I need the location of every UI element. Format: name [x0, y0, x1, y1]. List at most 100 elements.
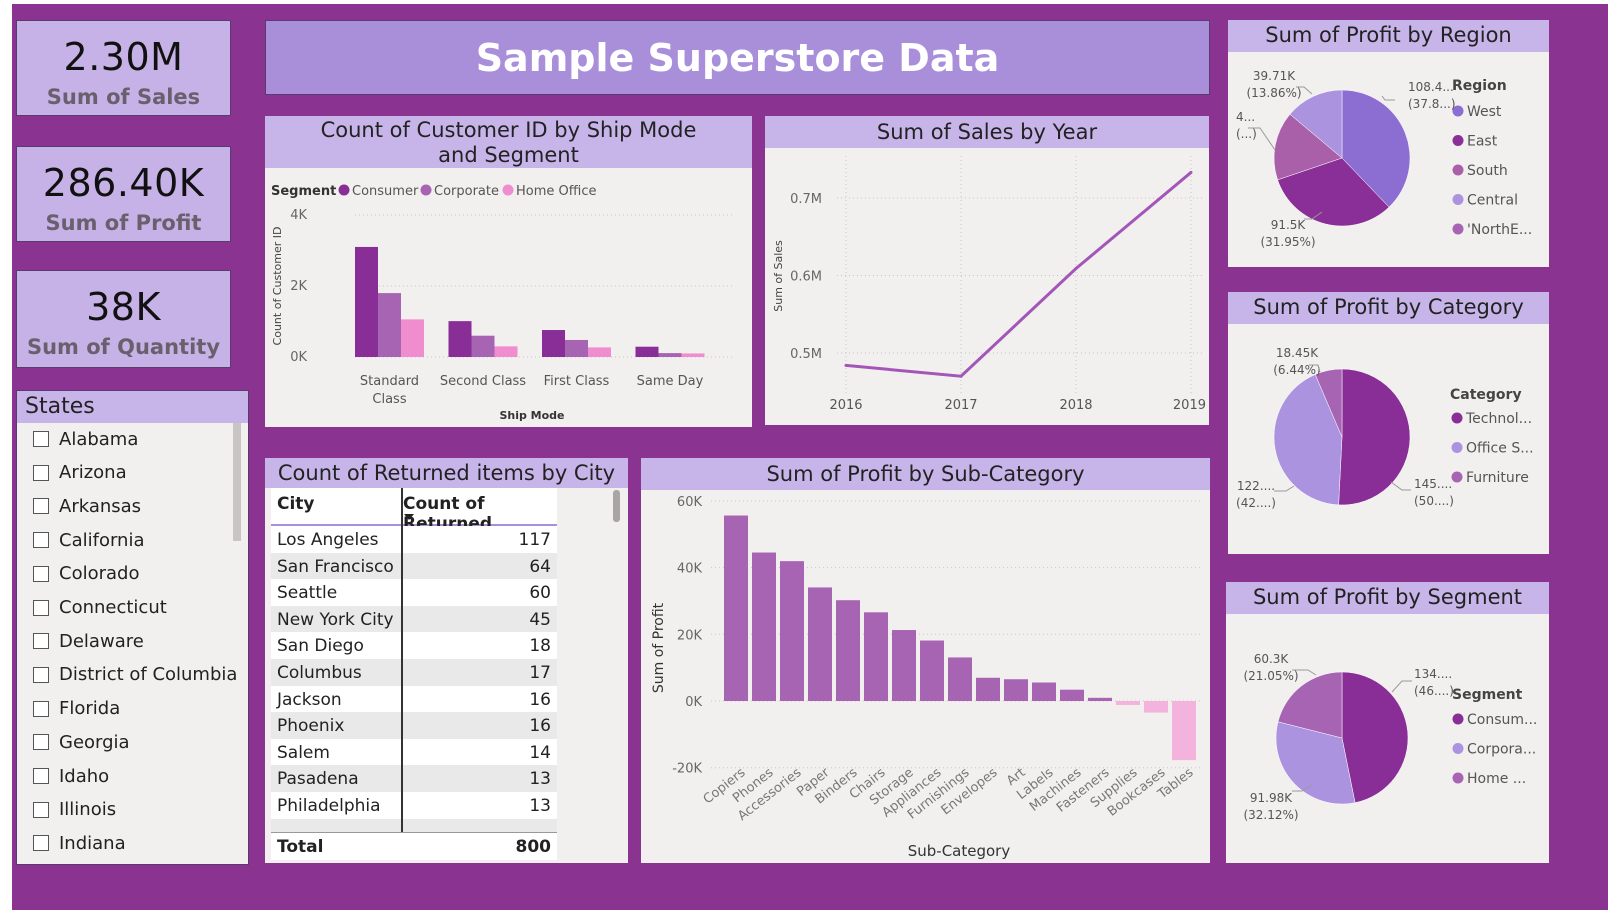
checkbox[interactable] — [33, 633, 49, 650]
slicer-item-label: Arkansas — [59, 495, 142, 517]
bar — [448, 321, 472, 357]
bar — [471, 335, 495, 357]
cell-count: 18 — [529, 636, 551, 657]
checkbox[interactable] — [33, 599, 49, 616]
bar — [401, 319, 424, 357]
legend-marker — [1451, 412, 1463, 424]
checkbox[interactable] — [33, 835, 49, 852]
cell-count: 64 — [529, 556, 551, 577]
data-label-percent: (6.44%) — [1273, 363, 1320, 377]
y-tick-label: -20K — [672, 762, 702, 777]
table-row[interactable]: San Francisco 64 — [271, 552, 557, 580]
kpi-card-sales[interactable]: 2.30M Sum of Sales — [16, 20, 231, 116]
y-tick-label: 0K — [290, 350, 307, 365]
pie-slice — [1273, 113, 1343, 181]
x-tick-label: First Class — [544, 374, 610, 389]
data-label: 60.3K — [1254, 652, 1290, 666]
cell-count: 60 — [529, 583, 551, 604]
bar — [808, 587, 832, 701]
slicer-item[interactable]: Georgia — [33, 725, 130, 759]
legend-marker — [1452, 194, 1464, 205]
slicer-item[interactable]: Delaware — [33, 624, 144, 658]
table-row[interactable]: San Diego 18 — [271, 632, 557, 660]
dashboard-title-banner: Sample Superstore Data — [265, 20, 1210, 95]
slicer-item[interactable]: Arizona — [33, 456, 127, 490]
shipmode-bar-chart: Segment Consumer Corporate Home Office 0K 2K 4… — [271, 184, 735, 422]
legend-label: Technol... — [1465, 411, 1532, 427]
y-axis-title: Sum of Sales — [772, 240, 785, 312]
sales-line — [845, 171, 1192, 378]
data-label-percent: (13.86%) — [1246, 86, 1301, 100]
column-header-city[interactable]: City — [277, 494, 315, 514]
bar — [658, 353, 682, 357]
table-divider — [401, 488, 403, 860]
checkbox[interactable] — [33, 666, 49, 683]
slicer-item[interactable]: Indiana — [33, 826, 126, 860]
checkbox[interactable] — [33, 768, 49, 784]
checkbox[interactable] — [33, 431, 49, 447]
slicer-title: States — [17, 391, 248, 423]
legend-marker — [502, 184, 514, 196]
kpi-card-profit[interactable]: 286.40K Sum of Profit — [16, 146, 231, 242]
data-label: 122.... — [1237, 479, 1275, 493]
slicer-item[interactable]: Connecticut — [33, 591, 167, 625]
y-axis-title: Count of Customer ID — [271, 227, 284, 346]
slicer-item[interactable]: California — [33, 523, 144, 557]
bar — [724, 515, 748, 701]
kpi-card-quantity[interactable]: 38K Sum of Quantity — [16, 270, 231, 368]
slicer-item[interactable]: Idaho — [33, 759, 109, 793]
table-scrollbar[interactable] — [613, 490, 620, 522]
table-row[interactable]: Philadelphia 13 — [271, 792, 557, 819]
table-row[interactable]: New York City 45 — [271, 605, 557, 633]
checkbox[interactable] — [33, 700, 49, 717]
legend-marker — [420, 184, 432, 196]
leader-line — [1391, 680, 1412, 693]
y-axis-title: Sum of Profit — [651, 602, 667, 693]
data-label-percent: (42....) — [1236, 496, 1276, 510]
slicer-item[interactable]: Arkansas — [33, 489, 141, 523]
bar — [948, 657, 972, 701]
states-slicer[interactable]: States Alabama Arizona Arkansas California C… — [16, 390, 249, 865]
table-row[interactable]: Seattle 60 — [271, 579, 557, 607]
y-tick-label: 40K — [677, 562, 703, 577]
legend-label: East — [1467, 134, 1498, 150]
cell-city: New York City — [277, 609, 394, 630]
bar — [1088, 697, 1112, 701]
data-label: 145.... — [1414, 477, 1452, 491]
segment-pie-title: Sum of Profit by Segment — [1226, 582, 1549, 614]
slicer-item-label: California — [59, 529, 145, 551]
slicer-item[interactable]: District of Columbia — [33, 658, 237, 692]
checkbox[interactable] — [33, 734, 49, 751]
slicer-item[interactable]: Alabama — [33, 422, 138, 456]
table-row[interactable]: Los Angeles 117 — [271, 526, 557, 553]
checkbox[interactable] — [33, 565, 49, 582]
legend-label: Central — [1467, 193, 1518, 209]
table-row[interactable]: Columbus 17 — [271, 659, 557, 686]
category-pie-title: Sum of Profit by Category — [1228, 292, 1549, 324]
table-row[interactable]: Pasadena 13 — [271, 765, 557, 793]
bar — [976, 677, 1000, 701]
table-row[interactable]: Salem 14 — [271, 738, 557, 766]
checkbox[interactable] — [33, 801, 49, 818]
table-row[interactable]: Jackson 16 — [271, 685, 557, 713]
slicer-item-label: Arizona — [59, 462, 127, 484]
legend-marker — [1452, 223, 1464, 235]
slicer-scrollbar[interactable] — [233, 423, 241, 541]
checkbox[interactable] — [33, 464, 49, 481]
slicer-item[interactable]: Florida — [33, 692, 120, 726]
data-label: 4... — [1236, 110, 1255, 124]
bar — [1172, 701, 1196, 761]
x-tick-label: Class — [372, 392, 406, 407]
bar — [1060, 689, 1084, 701]
slicer-item[interactable]: Illinois — [33, 793, 116, 827]
shipmode-chart-title: Count of Customer ID by Ship Mode and Se… — [265, 116, 752, 168]
data-label: 39.71K — [1253, 69, 1296, 83]
checkbox[interactable] — [33, 532, 49, 549]
bar — [542, 330, 565, 357]
table-row[interactable]: Phoenix 16 — [271, 712, 557, 740]
checkbox[interactable] — [33, 498, 49, 515]
slicer-item[interactable]: Colorado — [33, 557, 139, 591]
bar — [588, 347, 611, 357]
line-point — [1189, 170, 1193, 174]
leader-line — [1390, 481, 1411, 491]
